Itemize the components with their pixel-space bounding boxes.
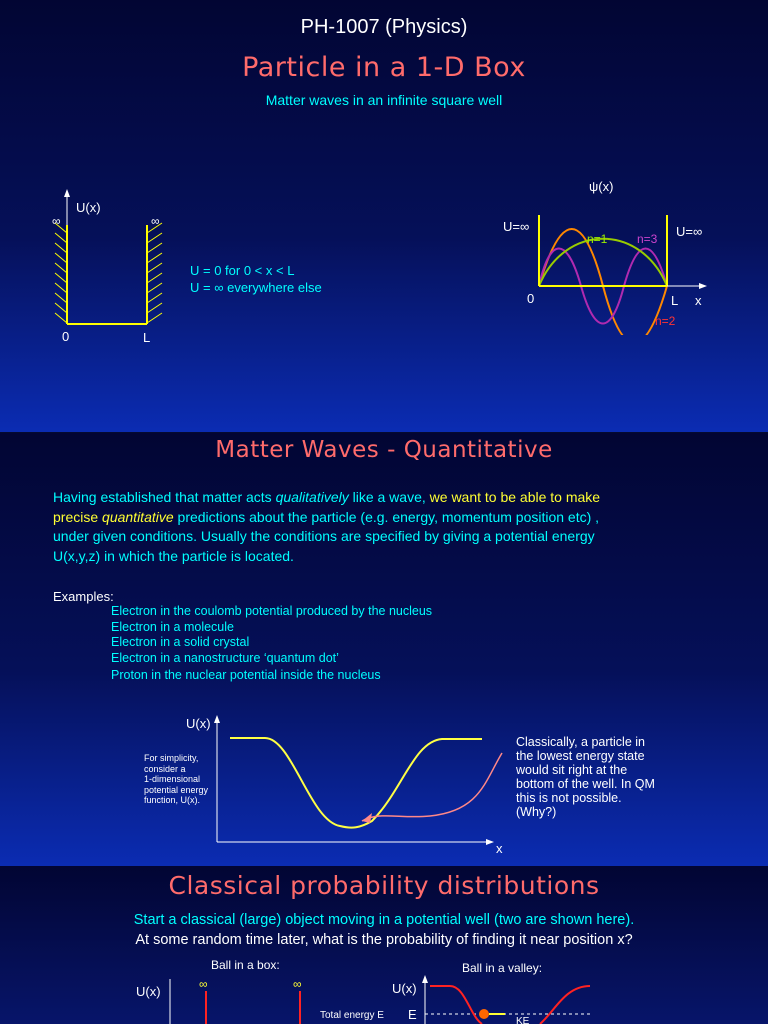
u-inf-right: U=∞: [676, 224, 702, 239]
inf-right-label: ∞: [151, 214, 160, 228]
note-line: function, U(x).: [144, 795, 201, 805]
slide3-title: Classical probability distributions: [168, 871, 600, 900]
callout-line: this is not possible.: [516, 791, 622, 805]
para-text-1: Having established that matter acts: [53, 489, 276, 505]
course-title: PH-1007 (Physics): [300, 16, 468, 38]
well-label-0: 0: [62, 329, 69, 344]
para-text-7: U(x,y,z) in which the particle is locate…: [53, 547, 294, 564]
example-item: Electron in the coulomb potential produc…: [111, 604, 433, 618]
condition-outside: U = ∞ everywhere else: [190, 280, 322, 295]
slide3-line1: Start a classical (large) object moving …: [133, 912, 635, 928]
example-item: Electron in a molecule: [111, 619, 234, 634]
box-inf-left: ∞: [199, 977, 208, 991]
infinite-well-diagram: U(x) ∞ ∞ 0 L: [52, 189, 163, 345]
callout-line: Classically, a particle in: [516, 735, 645, 749]
well-label-L: L: [143, 330, 150, 345]
slide-classical-probability: Classical probability distributions Star…: [0, 866, 768, 1024]
para-text-5: predictions about the particle (e.g. ene…: [173, 508, 600, 525]
energy-e-label: E: [408, 1007, 417, 1022]
ball-in-box-label: Ball in a box:: [211, 958, 280, 972]
note-line: consider a: [144, 763, 186, 774]
para-text-6: under given conditions. Usually the cond…: [53, 528, 595, 544]
ball: [479, 1009, 489, 1019]
slide-particle-in-box: PH-1007 (Physics) Particle in a 1-D Box …: [0, 0, 768, 432]
graph-ylabel: U(x): [186, 716, 211, 731]
callout-line: would sit right at the: [516, 763, 628, 777]
intro-paragraph: Having established that matter acts qual…: [53, 488, 600, 566]
slide2-title: Matter Waves - Quantitative: [215, 437, 553, 463]
psi-label-x: x: [695, 293, 702, 308]
psi-label-0: 0: [527, 291, 534, 306]
note-line: potential energy: [144, 784, 209, 795]
potential-graph: U(x) x: [186, 715, 503, 856]
total-energy-label: Total energy E: [320, 1010, 384, 1021]
psi-label-L: L: [671, 293, 678, 308]
simplicity-note: For simplicity, consider a 1-dimensional…: [144, 753, 208, 806]
note-line: 1-dimensional: [144, 774, 201, 784]
examples-heading: Examples:: [53, 589, 114, 604]
para-text-3: we want to be able to make: [429, 489, 601, 505]
para-text-2: like a wave,: [348, 489, 430, 505]
graph-xlabel: x: [496, 841, 503, 856]
psi-label: ψ(x): [589, 179, 613, 194]
callout-line: bottom of the well. In QM: [516, 777, 655, 791]
box-ylabel: U(x): [136, 984, 161, 999]
callout-line: the lowest energy state: [516, 749, 645, 763]
example-item: Proton in the nuclear potential inside t…: [111, 668, 381, 682]
note-line: For simplicity,: [144, 753, 199, 763]
inf-left-label: ∞: [52, 214, 61, 228]
slide1-title: Particle in a 1-D Box: [242, 52, 526, 83]
slide1-subtitle: Matter waves in an infinite square well: [265, 92, 503, 108]
example-item: Electron in a solid crystal: [111, 635, 250, 649]
ball-in-valley-label: Ball in a valley:: [462, 961, 543, 975]
examples-list: Electron in the coulomb potential produc…: [111, 604, 432, 684]
para-qualitatively: qualitatively: [275, 489, 349, 505]
classical-diagrams: U(x) ∞ ∞ Total energy E U(x) E KE: [136, 975, 591, 1024]
example-item: Electron in a nanostructure ‘quantum dot…: [111, 650, 339, 665]
slide3-line2: At some random time later, what is the p…: [135, 932, 633, 948]
well-conditions: U = 0 for 0 < x < L U = ∞ everywhere els…: [190, 262, 322, 296]
wavefunction-diagram: ψ(x) U=∞ U=∞ n=1 n=3 n=2 0 L x: [503, 179, 707, 335]
u-inf-left: U=∞: [503, 219, 529, 234]
valley-ylabel: U(x): [392, 981, 417, 996]
ke-label: KE: [516, 1016, 530, 1024]
n3-label: n=3: [637, 232, 658, 246]
slide-matter-waves: Matter Waves - Quantitative Having estab…: [0, 432, 768, 867]
callout-line: (Why?): [516, 805, 557, 819]
para-text-4: precise: [53, 508, 103, 525]
well-ylabel: U(x): [76, 200, 101, 215]
box-inf-right: ∞: [293, 977, 302, 991]
condition-inside: U = 0 for 0 < x < L: [190, 263, 295, 278]
classical-callout: Classically, a particle in the lowest en…: [516, 735, 655, 819]
para-quantitative: quantitative: [102, 508, 174, 525]
n2-label: n=2: [655, 314, 676, 328]
n1-label: n=1: [587, 232, 608, 246]
